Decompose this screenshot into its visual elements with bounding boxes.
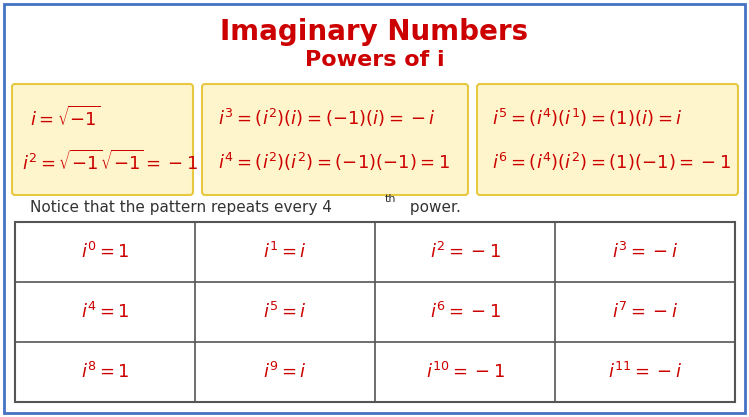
Text: th: th bbox=[385, 194, 396, 204]
Text: Imaginary Numbers: Imaginary Numbers bbox=[220, 18, 529, 46]
Text: $i^2 = -1$: $i^2 = -1$ bbox=[430, 242, 500, 262]
FancyBboxPatch shape bbox=[4, 4, 745, 413]
Text: $i^4 = 1$: $i^4 = 1$ bbox=[81, 302, 130, 322]
Text: $i^6 = -1$: $i^6 = -1$ bbox=[430, 302, 500, 322]
Text: $i^6 = (i^4)(i^2) = (1)(-1) = -1$: $i^6 = (i^4)(i^2) = (1)(-1) = -1$ bbox=[492, 151, 731, 173]
Text: $i^5 = (i^4)(i^1) = (1)(i) = i$: $i^5 = (i^4)(i^1) = (1)(i) = i$ bbox=[492, 106, 682, 128]
FancyBboxPatch shape bbox=[202, 84, 468, 195]
Text: $i^8 = 1$: $i^8 = 1$ bbox=[81, 362, 130, 382]
Text: $i^2 = \sqrt{-1}\sqrt{-1} = -1$: $i^2 = \sqrt{-1}\sqrt{-1} = -1$ bbox=[22, 149, 198, 173]
Text: $i^9 = i$: $i^9 = i$ bbox=[263, 362, 307, 382]
FancyBboxPatch shape bbox=[477, 84, 738, 195]
Bar bbox=[15, 222, 735, 402]
Text: $i^{11} = -i$: $i^{11} = -i$ bbox=[608, 362, 682, 382]
Text: $i^0 = 1$: $i^0 = 1$ bbox=[81, 242, 130, 262]
Text: power.: power. bbox=[405, 199, 461, 214]
Text: $i^3 = (i^2)(i) = (-1)(i) = -i$: $i^3 = (i^2)(i) = (-1)(i) = -i$ bbox=[218, 106, 436, 128]
Text: $i^5 = i$: $i^5 = i$ bbox=[263, 302, 307, 322]
Text: $i^1 = i$: $i^1 = i$ bbox=[263, 242, 307, 262]
Text: Notice that the pattern repeats every 4: Notice that the pattern repeats every 4 bbox=[30, 199, 332, 214]
Text: $i^4 = (i^2)(i^2) = (-1)(-1) = 1$: $i^4 = (i^2)(i^2) = (-1)(-1) = 1$ bbox=[218, 151, 450, 173]
Text: $i^3 = -i$: $i^3 = -i$ bbox=[612, 242, 678, 262]
Text: $i^7 = -i$: $i^7 = -i$ bbox=[612, 302, 678, 322]
Text: Powers of i: Powers of i bbox=[305, 50, 444, 70]
FancyBboxPatch shape bbox=[12, 84, 193, 195]
Text: $i^{10} = -1$: $i^{10} = -1$ bbox=[425, 362, 504, 382]
Text: $i = \sqrt{-1}$: $i = \sqrt{-1}$ bbox=[30, 106, 100, 130]
